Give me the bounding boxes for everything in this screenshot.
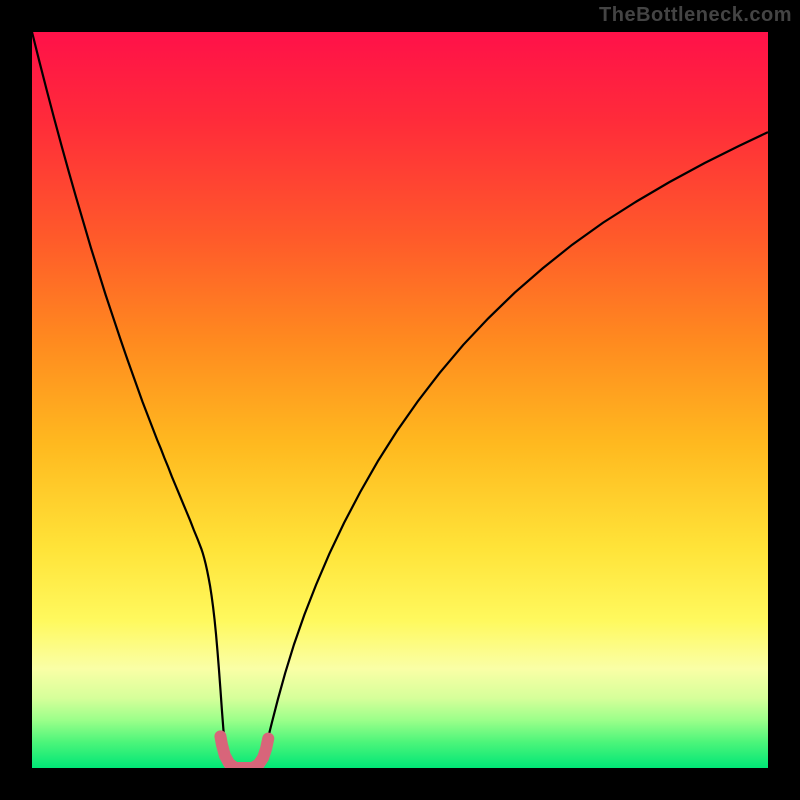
bottleneck-chart (32, 32, 768, 768)
watermark-text: TheBottleneck.com (599, 4, 792, 27)
